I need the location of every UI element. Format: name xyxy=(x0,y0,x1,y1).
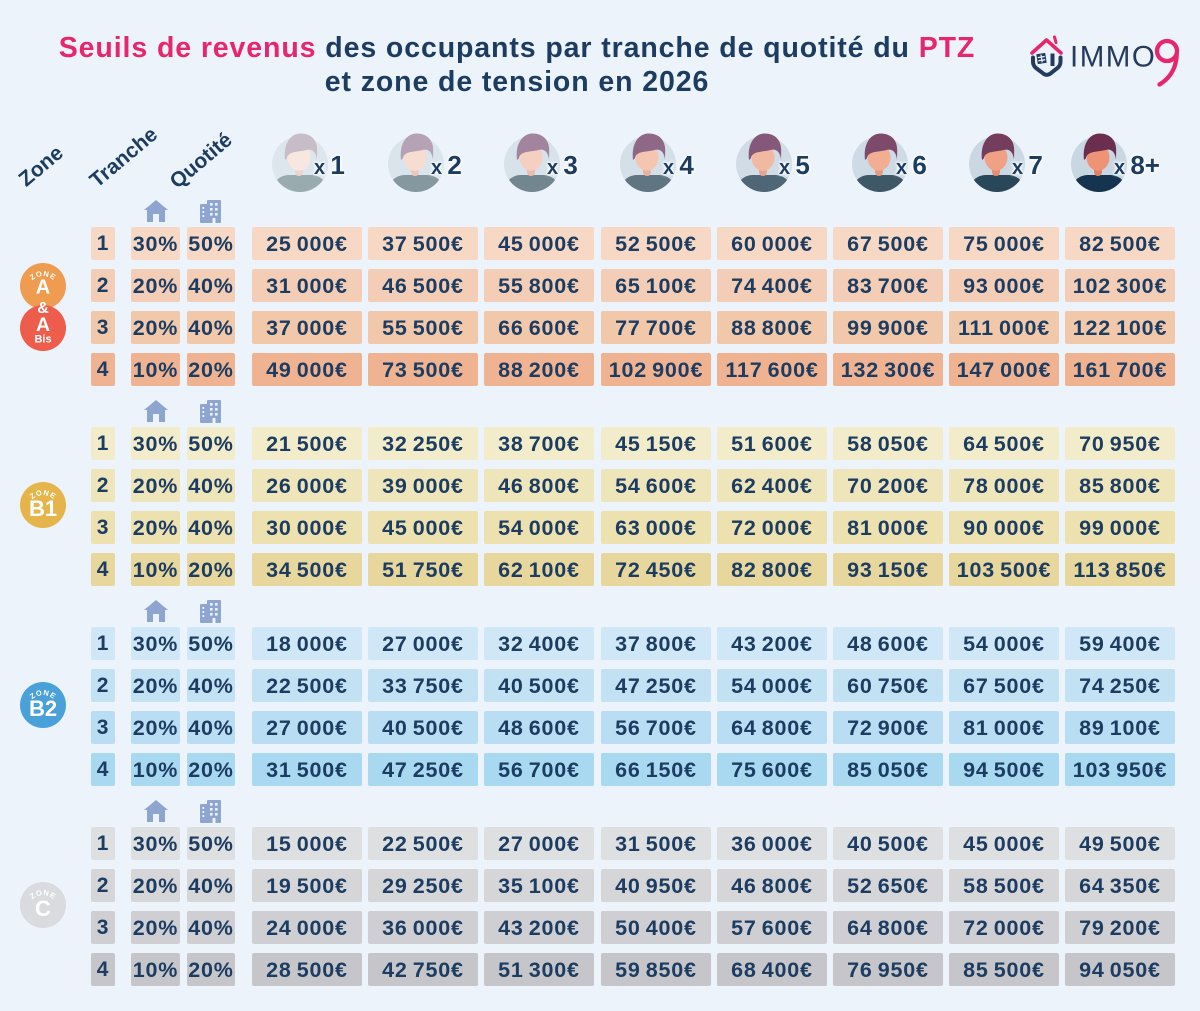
svg-text:C: C xyxy=(35,896,51,921)
svg-text:B1: B1 xyxy=(29,496,57,521)
svg-text:IMMO: IMMO xyxy=(1070,41,1156,74)
svg-text:A: A xyxy=(36,277,50,299)
svg-text:Bis: Bis xyxy=(34,334,51,346)
svg-text:B2: B2 xyxy=(29,696,57,721)
svg-text:&: & xyxy=(37,300,49,317)
svg-text:A: A xyxy=(36,314,50,336)
